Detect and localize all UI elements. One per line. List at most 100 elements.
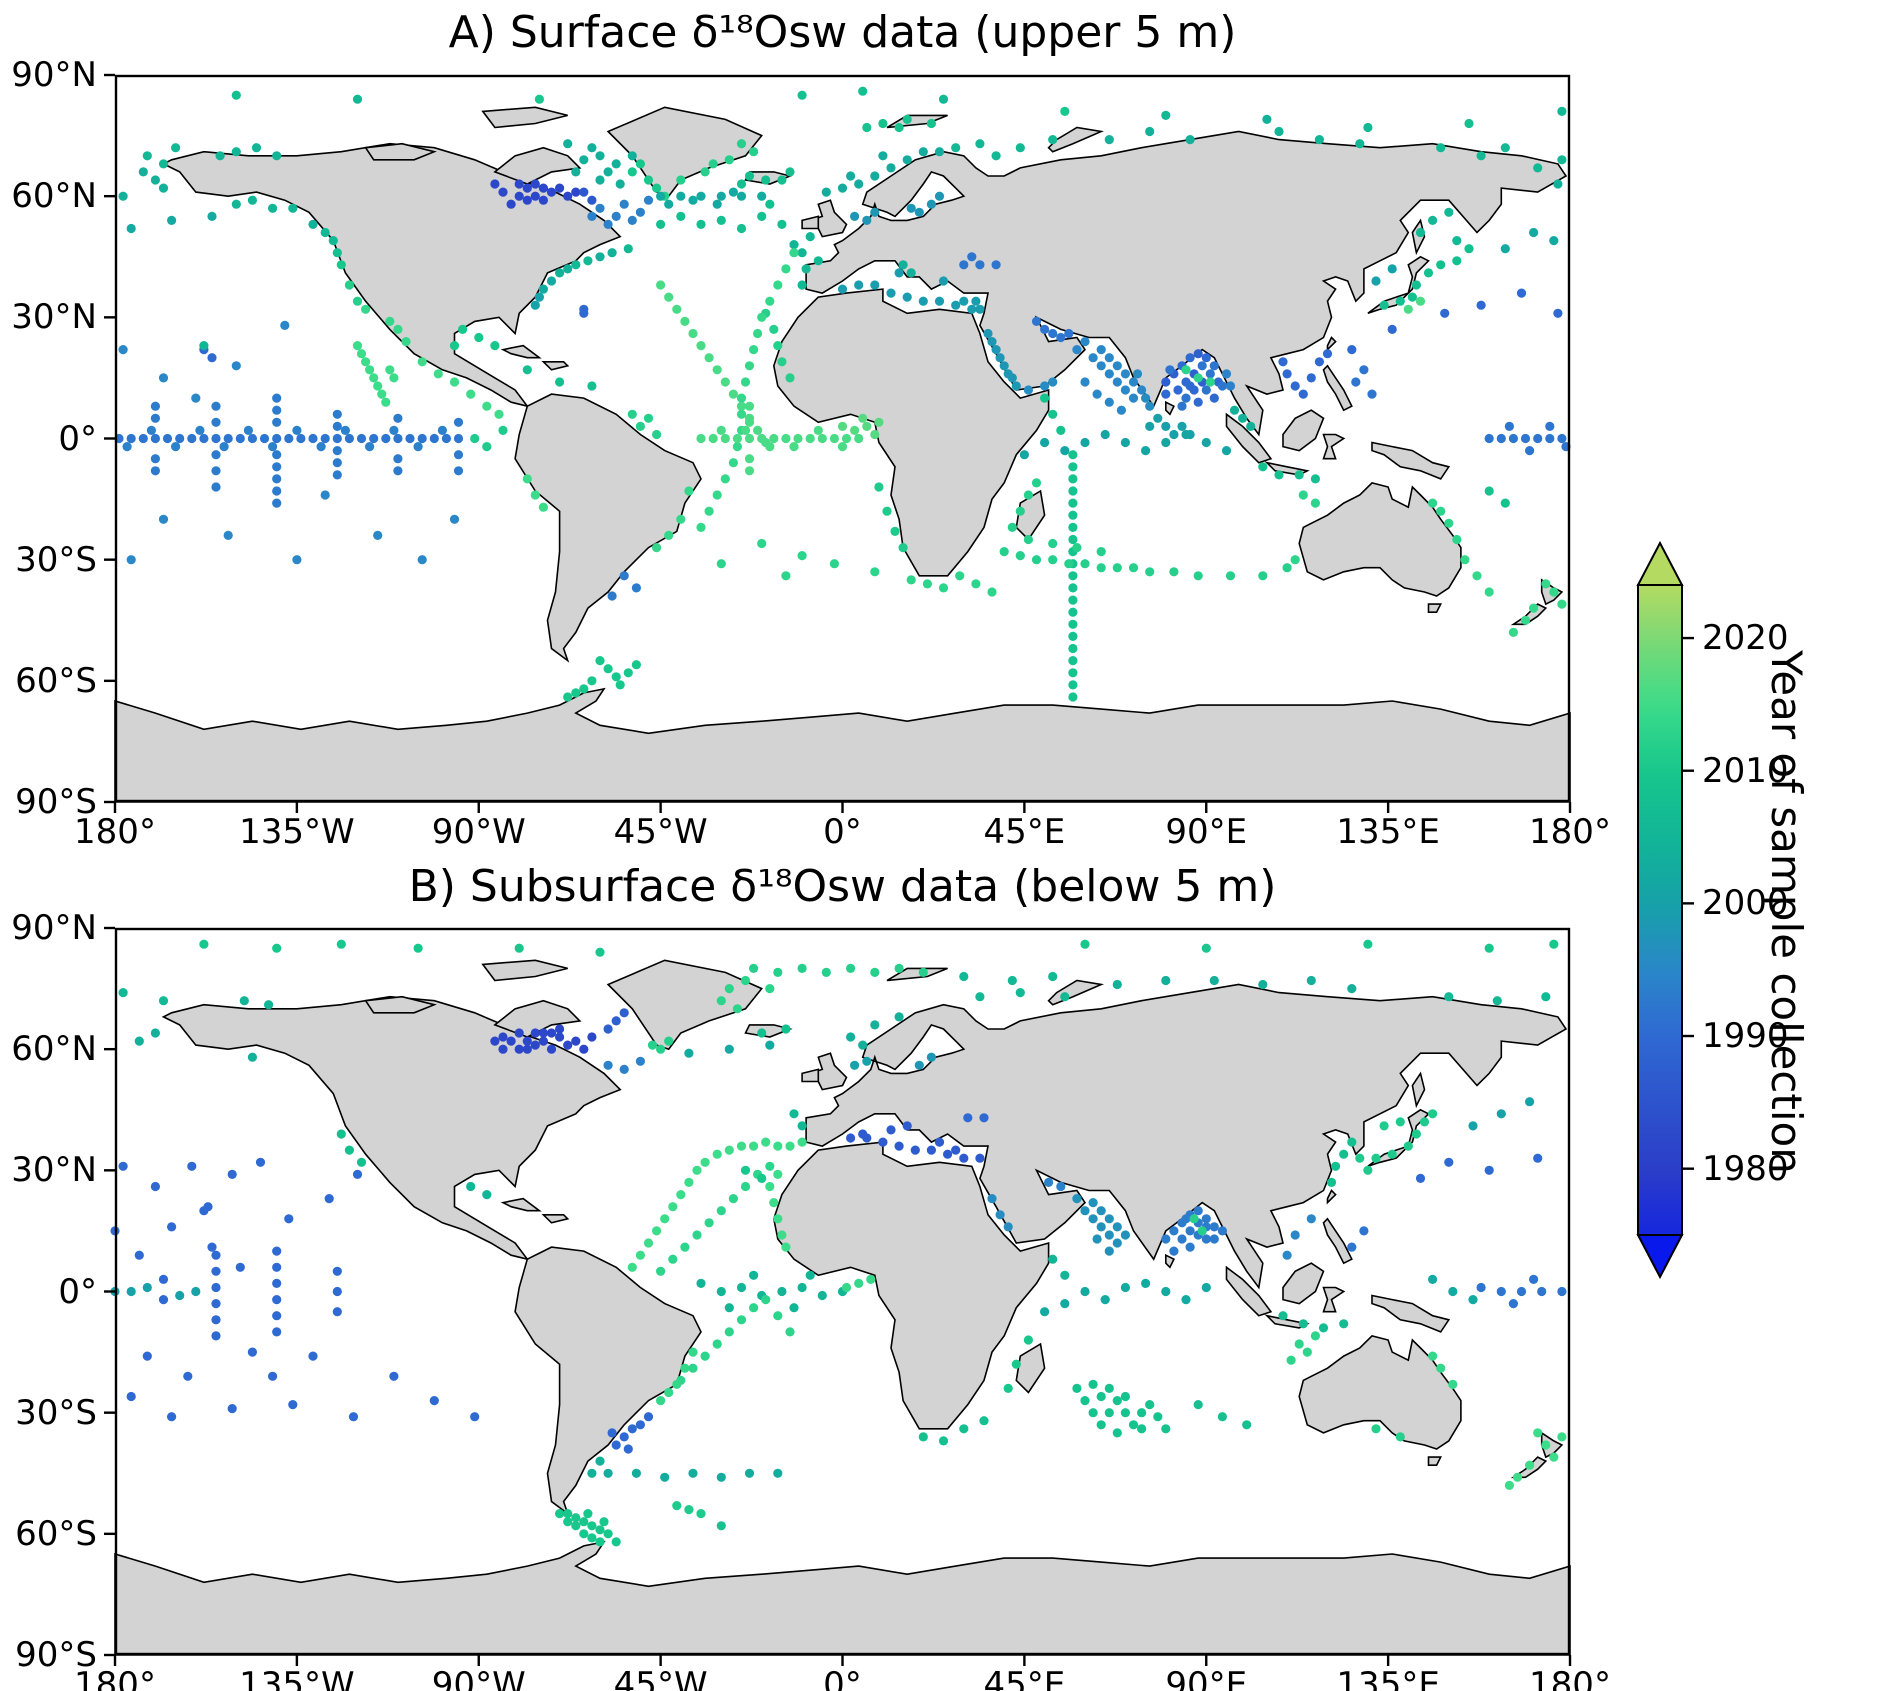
data-point (555, 1024, 565, 1034)
data-point (643, 1238, 654, 1248)
data-point (635, 207, 646, 217)
data-point (668, 1254, 678, 1264)
data-point (728, 1194, 739, 1204)
data-point (1201, 1282, 1211, 1293)
data-point (207, 1242, 217, 1252)
data-point (959, 971, 969, 982)
data-point (926, 1052, 937, 1062)
data-point (870, 280, 880, 290)
data-point (268, 203, 278, 213)
data-point (203, 1202, 213, 1212)
data-point (1500, 244, 1510, 254)
data-point (555, 183, 565, 193)
data-point (1080, 939, 1090, 949)
data-point (858, 413, 868, 423)
data-point (231, 361, 241, 371)
data-point (344, 433, 354, 444)
data-point (696, 341, 706, 351)
data-point (158, 1274, 169, 1284)
data-point (1048, 538, 1058, 549)
data-point (1282, 369, 1292, 379)
data-point (603, 1529, 613, 1539)
data-point (765, 1181, 775, 1192)
land-mass (1298, 1335, 1462, 1450)
data-point (902, 1121, 912, 1131)
data-point (1161, 1234, 1171, 1244)
data-point (716, 1206, 726, 1216)
data-point (1302, 1347, 1312, 1357)
data-point (207, 211, 217, 221)
data-point (1161, 1286, 1171, 1297)
data-point (158, 514, 169, 524)
data-point (1419, 1117, 1430, 1127)
data-point (466, 1181, 476, 1192)
data-point (736, 191, 747, 201)
data-point (684, 1048, 694, 1058)
data-point (1428, 498, 1438, 508)
data-point (850, 425, 860, 435)
data-point (356, 1157, 367, 1167)
data-point (837, 183, 848, 193)
data-point (1023, 385, 1033, 395)
data-point (656, 280, 666, 290)
data-point (498, 187, 508, 197)
data-point (332, 470, 342, 480)
data-point (688, 1468, 698, 1478)
data-point (1132, 369, 1143, 379)
data-point (1080, 1286, 1090, 1297)
data-point (1209, 975, 1219, 986)
data-point (951, 143, 961, 153)
data-point (211, 482, 221, 492)
data-point (712, 1339, 722, 1349)
data-point (749, 1270, 759, 1280)
data-point (728, 187, 739, 197)
data-point (757, 312, 767, 322)
data-point (1161, 1424, 1171, 1434)
data-point (417, 433, 427, 444)
data-point (365, 365, 375, 375)
data-point (1040, 393, 1050, 403)
data-point (975, 260, 985, 270)
data-point (902, 114, 912, 124)
data-point (413, 943, 423, 953)
data-point (530, 490, 540, 500)
colorbar-tick-label: 2020 (1702, 618, 1789, 659)
land-mass (114, 687, 1571, 803)
data-point (1040, 324, 1050, 334)
data-point (555, 1509, 565, 1519)
data-point (1274, 470, 1284, 480)
data-point (1096, 361, 1106, 371)
data-point (773, 1311, 783, 1321)
data-point (757, 538, 767, 549)
x-tick-label: 90°E (1165, 812, 1248, 852)
data-point (288, 203, 298, 213)
data-point (162, 433, 173, 444)
data-point (829, 559, 840, 569)
data-point (1201, 385, 1211, 395)
data-point (615, 179, 625, 189)
data-point (122, 442, 132, 452)
data-point (1387, 1149, 1397, 1159)
data-point (1011, 1359, 1021, 1369)
data-point (1371, 1153, 1381, 1163)
data-point (765, 442, 775, 452)
data-point (749, 1303, 759, 1313)
data-point (490, 341, 500, 351)
data-point (417, 357, 427, 367)
data-point (522, 474, 532, 484)
data-point (393, 466, 403, 476)
data-point (983, 328, 993, 339)
data-point (268, 1371, 278, 1381)
data-point (1298, 490, 1308, 500)
data-point (126, 223, 136, 234)
data-point (894, 963, 904, 973)
data-point (1516, 288, 1527, 298)
data-point (753, 425, 763, 435)
data-point (631, 660, 642, 670)
data-point (1367, 389, 1377, 399)
data-point (1238, 413, 1248, 423)
data-point (1508, 1299, 1518, 1309)
data-point (603, 167, 613, 177)
data-point (1141, 1278, 1151, 1288)
data-point (1347, 1137, 1357, 1147)
